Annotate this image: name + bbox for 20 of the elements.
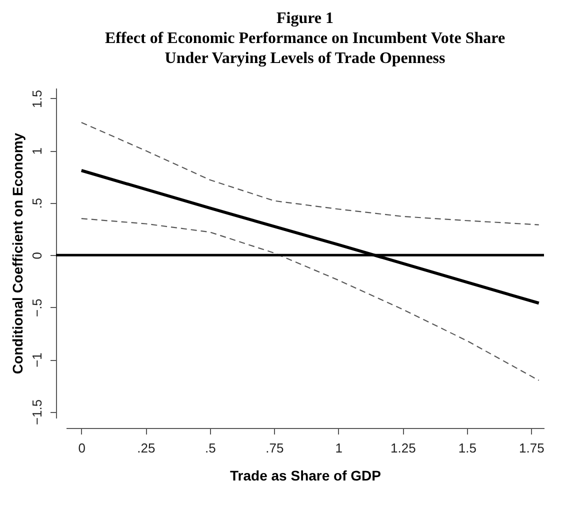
y-axis-title: Conditional Coefficient on Economy <box>10 132 26 374</box>
chart-title: Figure 1 Effect of Economic Performance on Incumbent Vote Share Under Varying Levels of Trade Openness <box>104 10 506 67</box>
x-tick-label: .75 <box>266 440 284 456</box>
y-tick-label: −1 <box>30 352 44 368</box>
x-tick-label: 1.75 <box>518 440 544 456</box>
x-tick-label: .5 <box>204 440 216 456</box>
y-tick-label: −.5 <box>30 298 44 318</box>
x-tick-label: 1.25 <box>390 440 416 456</box>
y-tick-label: 0 <box>30 252 44 260</box>
y-tick-label: 1.5 <box>30 90 44 108</box>
x-tick-label: 0 <box>78 440 86 456</box>
x-tick-label: 1.5 <box>458 440 476 456</box>
y-tick-label: −1.5 <box>30 399 44 426</box>
x-axis-title: Trade as Share of GDP <box>230 468 381 484</box>
x-tick-label: .25 <box>137 440 156 456</box>
y-tick-label: 1 <box>30 148 44 155</box>
y-tick-label: .5 <box>30 198 44 209</box>
line-series <box>80 218 540 381</box>
line-series <box>80 122 540 226</box>
x-tick-label: 1 <box>335 440 343 456</box>
